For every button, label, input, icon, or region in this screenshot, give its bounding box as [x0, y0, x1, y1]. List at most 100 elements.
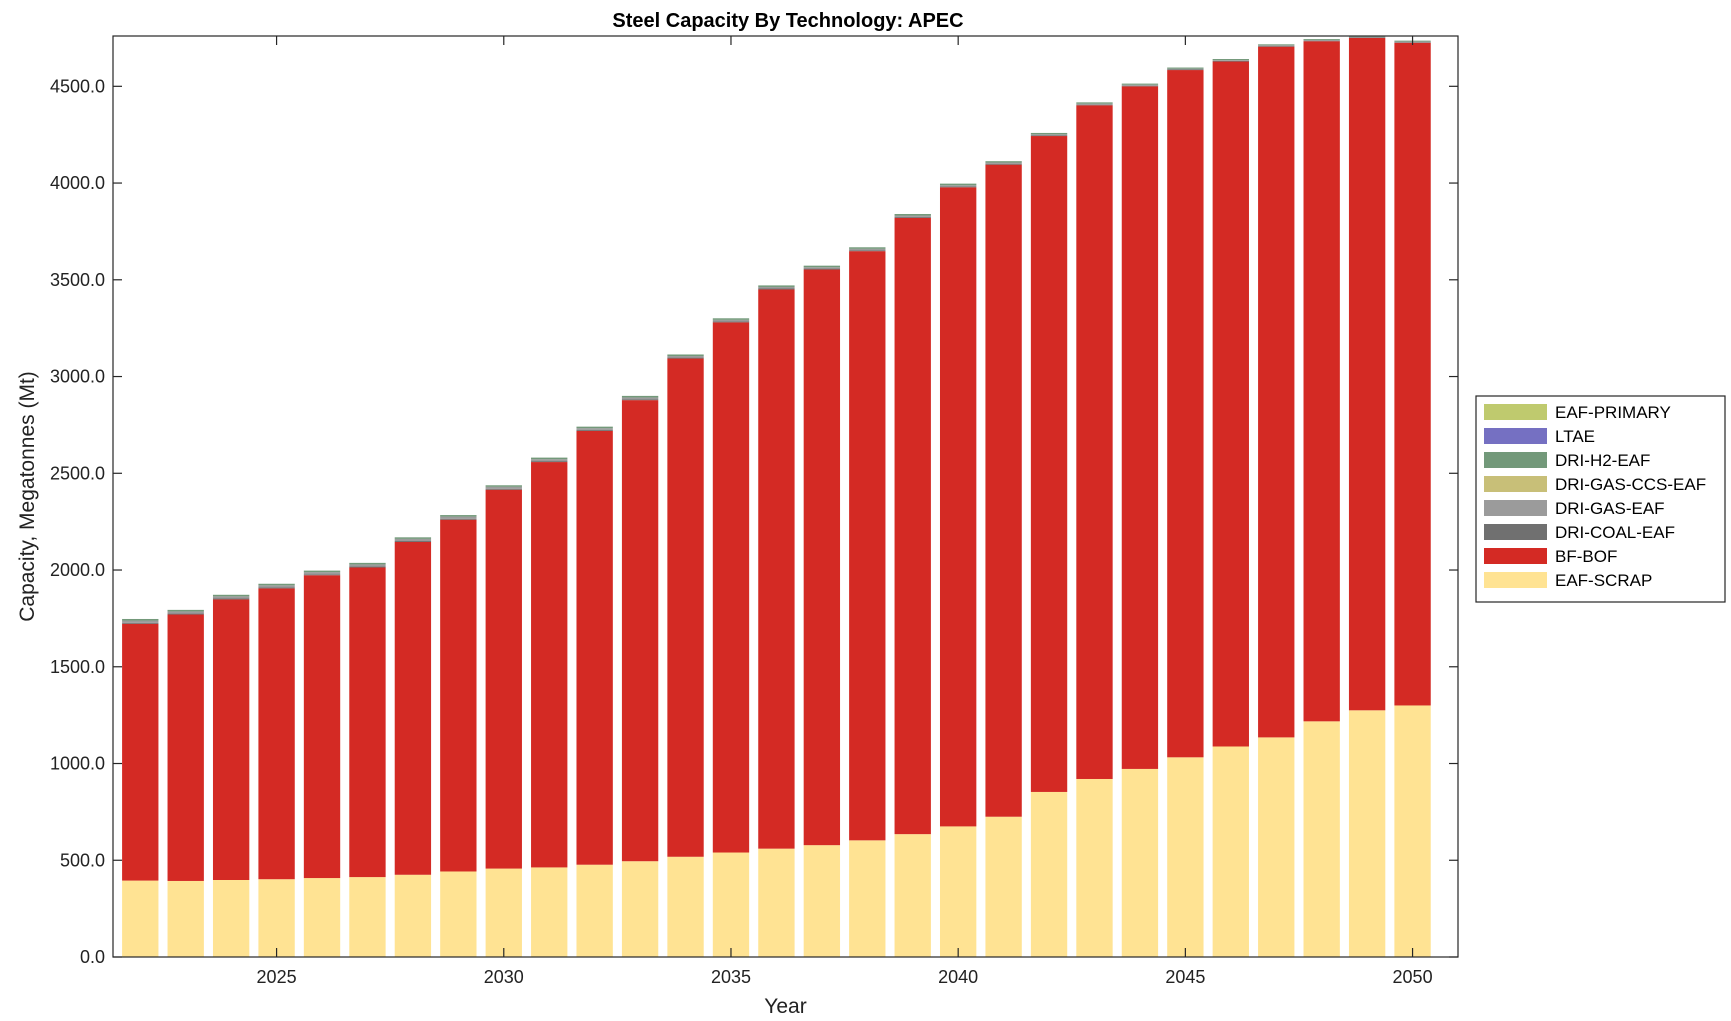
bar-segment-eaf-scrap-2025: [258, 879, 295, 957]
x-tick-label: 2030: [484, 967, 524, 987]
bar-segment-bf-bof-2022: [122, 623, 159, 881]
bar-segment-dri-coal-eaf-2043: [1076, 104, 1113, 106]
bar-segment-dri-gas-eaf-2038: [849, 248, 886, 251]
bar-segment-dri-gas-eaf-2026: [303, 572, 341, 575]
y-tick-label: 1000.0: [50, 754, 105, 774]
bar-segment-bf-bof-2048: [1303, 41, 1340, 722]
bar-segment-eaf-scrap-2044: [1121, 768, 1159, 957]
bar-segment-dri-h2-eaf-2038: [849, 247, 886, 249]
x-axis: 2025 2030 2035 2040 2045 2050: [257, 36, 1433, 987]
y-axis: 0.0 500.0 1000.0 1500.0 2000.0 2500.0 3000.0 35…: [50, 76, 1458, 967]
bar-segment-dri-h2-eaf-2043: [1076, 102, 1113, 104]
x-axis-label: Year: [764, 995, 806, 1018]
bar-segment-eaf-scrap-2028: [394, 874, 432, 957]
legend-label-dri-coal-eaf: DRI-COAL-EAF: [1555, 523, 1675, 542]
bar-segment-dri-h2-eaf-2045: [1167, 67, 1204, 69]
bar-segment-eaf-scrap-2040: [939, 826, 977, 957]
bar-segment-dri-gas-eaf-2040: [939, 185, 977, 187]
bar-segment-dri-coal-eaf-2038: [849, 250, 886, 252]
bar-segment-eaf-scrap-2045: [1167, 757, 1204, 957]
bar-segment-dri-coal-eaf-2033: [621, 399, 659, 401]
bar-segment-bf-bof-2037: [803, 269, 841, 846]
bar-segment-dri-h2-eaf-2044: [1121, 83, 1159, 85]
bar-segment-dri-h2-eaf-2029: [440, 515, 477, 517]
x-tick-label: 2045: [1165, 967, 1205, 987]
bar-segment-dri-h2-eaf-2024: [212, 594, 250, 597]
bar-segment-dri-coal-eaf-2048: [1303, 40, 1340, 42]
legend-swatch-bf-bof: [1484, 548, 1547, 564]
bar-segment-eaf-scrap-2046: [1212, 746, 1249, 957]
bar-segment-bf-bof-2026: [303, 575, 341, 879]
bar-segment-bf-bof-2050: [1394, 42, 1431, 706]
bar-segment-bf-bof-2044: [1121, 86, 1159, 769]
y-tick-label: 500.0: [60, 850, 105, 870]
bar-segment-dri-h2-eaf-2036: [758, 285, 795, 287]
legend-label-dri-gas-ccs-eaf: DRI-GAS-CCS-EAF: [1555, 475, 1706, 494]
bar-segment-bf-bof-2029: [440, 519, 477, 872]
legend-label-eaf-scrap: EAF-SCRAP: [1555, 571, 1652, 590]
bar-segment-eaf-scrap-2035: [712, 852, 750, 957]
plot-frame: [112, 35, 1459, 958]
bar-segment-eaf-scrap-2041: [985, 816, 1022, 957]
bar-segment-dri-coal-eaf-2032: [576, 429, 613, 431]
bar-segment-dri-coal-eaf-2044: [1121, 85, 1159, 87]
bar-segment-dri-gas-eaf-2025: [258, 585, 295, 588]
legend-label-dri-gas-eaf: DRI-GAS-EAF: [1555, 499, 1665, 518]
x-tick-label: 2035: [711, 967, 751, 987]
bar-segment-eaf-scrap-2034: [667, 856, 704, 957]
bar-segment-dri-gas-eaf-2030: [485, 486, 522, 489]
bar-segment-dri-gas-eaf-2022: [122, 620, 159, 623]
bar-segment-dri-gas-eaf-2046: [1212, 60, 1249, 61]
bar-segment-dri-gas-eaf-2031: [531, 459, 568, 462]
bar-segment-dri-h2-eaf-2025: [258, 583, 295, 586]
bar-segment-bf-bof-2049: [1348, 37, 1386, 711]
bar-segment-dri-gas-eaf-2042: [1030, 134, 1068, 136]
bar-segment-bf-bof-2028: [394, 541, 432, 875]
bar-segment-eaf-scrap-2024: [212, 879, 250, 957]
bar-segment-dri-gas-eaf-2047: [1258, 45, 1295, 47]
bar-segment-eaf-scrap-2049: [1348, 710, 1386, 957]
bar-segment-eaf-scrap-2029: [440, 871, 477, 957]
bar-segment-bf-bof-2034: [667, 358, 704, 857]
bar-segment-bf-bof-2032: [576, 430, 613, 865]
bar-segment-dri-gas-eaf-2023: [167, 611, 204, 614]
bar-segment-bf-bof-2023: [167, 614, 204, 881]
legend-swatch-dri-coal-eaf: [1484, 524, 1547, 540]
bar-segment-eaf-scrap-2036: [758, 848, 795, 957]
bar-segment-dri-h2-eaf-2023: [167, 609, 204, 612]
bar-segment-bf-bof-2042: [1030, 136, 1068, 792]
bar-segment-eaf-scrap-2048: [1303, 721, 1340, 957]
bar-segment-eaf-scrap-2043: [1076, 778, 1113, 957]
bar-segment-bf-bof-2046: [1212, 61, 1249, 747]
bar-segment-dri-h2-eaf-2040: [939, 183, 977, 186]
y-axis-label: Capacity, Megatonnes (Mt): [16, 371, 39, 622]
bar-segment-bf-bof-2047: [1258, 46, 1295, 738]
bar-segment-bf-bof-2033: [621, 400, 659, 862]
bar-segment-eaf-scrap-2042: [1030, 791, 1068, 957]
bar-segment-dri-coal-eaf-2037: [803, 268, 841, 270]
legend-swatch-dri-h2-eaf: [1484, 452, 1547, 468]
x-tick-label: 2025: [257, 967, 297, 987]
legend-swatch-eaf-scrap: [1484, 572, 1547, 588]
bar-segment-dri-coal-eaf-2045: [1167, 69, 1204, 71]
bar-segment-dri-coal-eaf-2030: [485, 488, 522, 490]
bar-segment-dri-gas-eaf-2029: [440, 516, 477, 519]
x-tick-label: 2040: [938, 967, 978, 987]
bar-segment-bf-bof-2036: [758, 289, 795, 849]
legend-swatch-dri-gas-eaf: [1484, 500, 1547, 516]
bar-segment-dri-coal-eaf-2046: [1212, 60, 1249, 62]
bar-segment-dri-coal-eaf-2027: [349, 566, 386, 568]
legend-swatch-dri-gas-ccs-eaf: [1484, 476, 1547, 492]
bar-segment-dri-coal-eaf-2024: [212, 598, 250, 600]
y-tick-label: 1500.0: [50, 657, 105, 677]
bar-segment-dri-h2-eaf-2048: [1303, 39, 1340, 41]
legend-swatch-eaf-primary: [1484, 404, 1547, 420]
bar-segment-dri-h2-eaf-2027: [349, 562, 386, 565]
bar-segment-eaf-scrap-2023: [167, 880, 204, 957]
legend-label-ltae: LTAE: [1555, 427, 1595, 446]
bar-segment-bf-bof-2025: [258, 588, 295, 880]
chart-title: Steel Capacity By Technology: APEC: [612, 10, 963, 32]
bar-segment-dri-h2-eaf-2026: [303, 570, 341, 573]
bar-segment-eaf-scrap-2031: [531, 867, 568, 957]
